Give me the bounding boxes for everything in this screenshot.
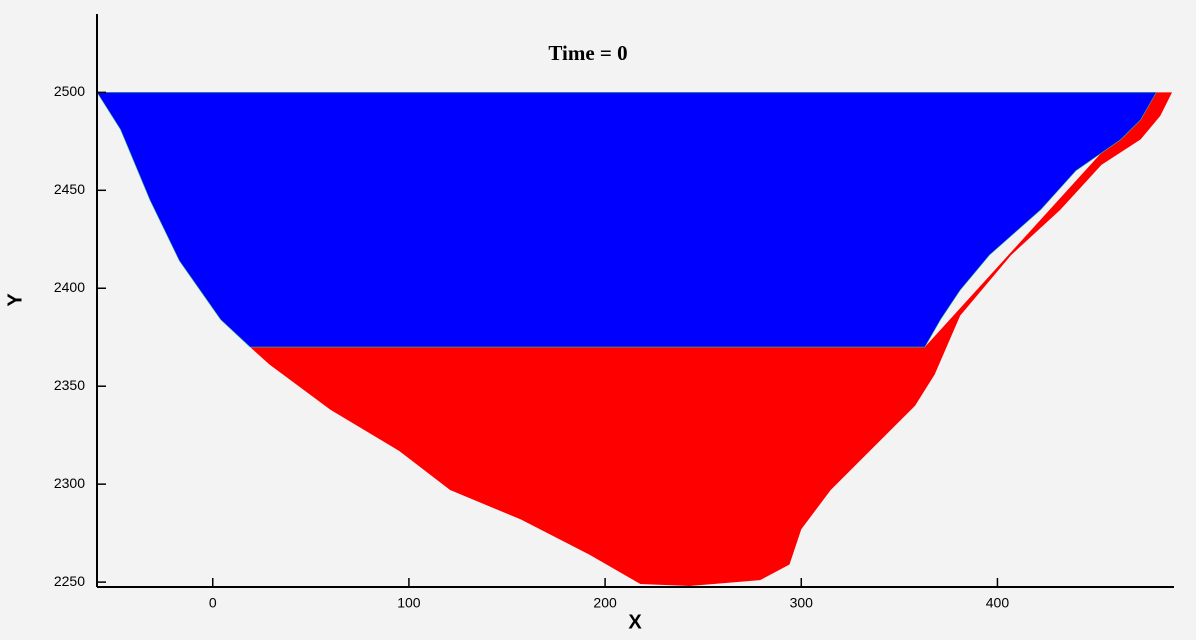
x-axis-label: X [628,611,642,633]
y-tick-label: 2450 [54,181,85,197]
region [250,92,1173,587]
y-tick-label: 2300 [54,475,85,491]
y-tick-label: 2400 [54,279,85,295]
x-tick-label: 400 [986,595,1010,611]
y-tick-label: 2350 [54,377,85,393]
chart-title: Time = 0 [548,41,627,65]
y-tick-label: 2500 [54,83,85,99]
y-axis-label: Y [4,293,26,307]
region [96,92,1157,348]
x-tick-label: 100 [397,595,421,611]
y-tick-label: 2250 [54,573,85,589]
x-tick-label: 200 [593,595,617,611]
x-tick-label: 300 [790,595,814,611]
x-tick-label: 0 [209,595,217,611]
